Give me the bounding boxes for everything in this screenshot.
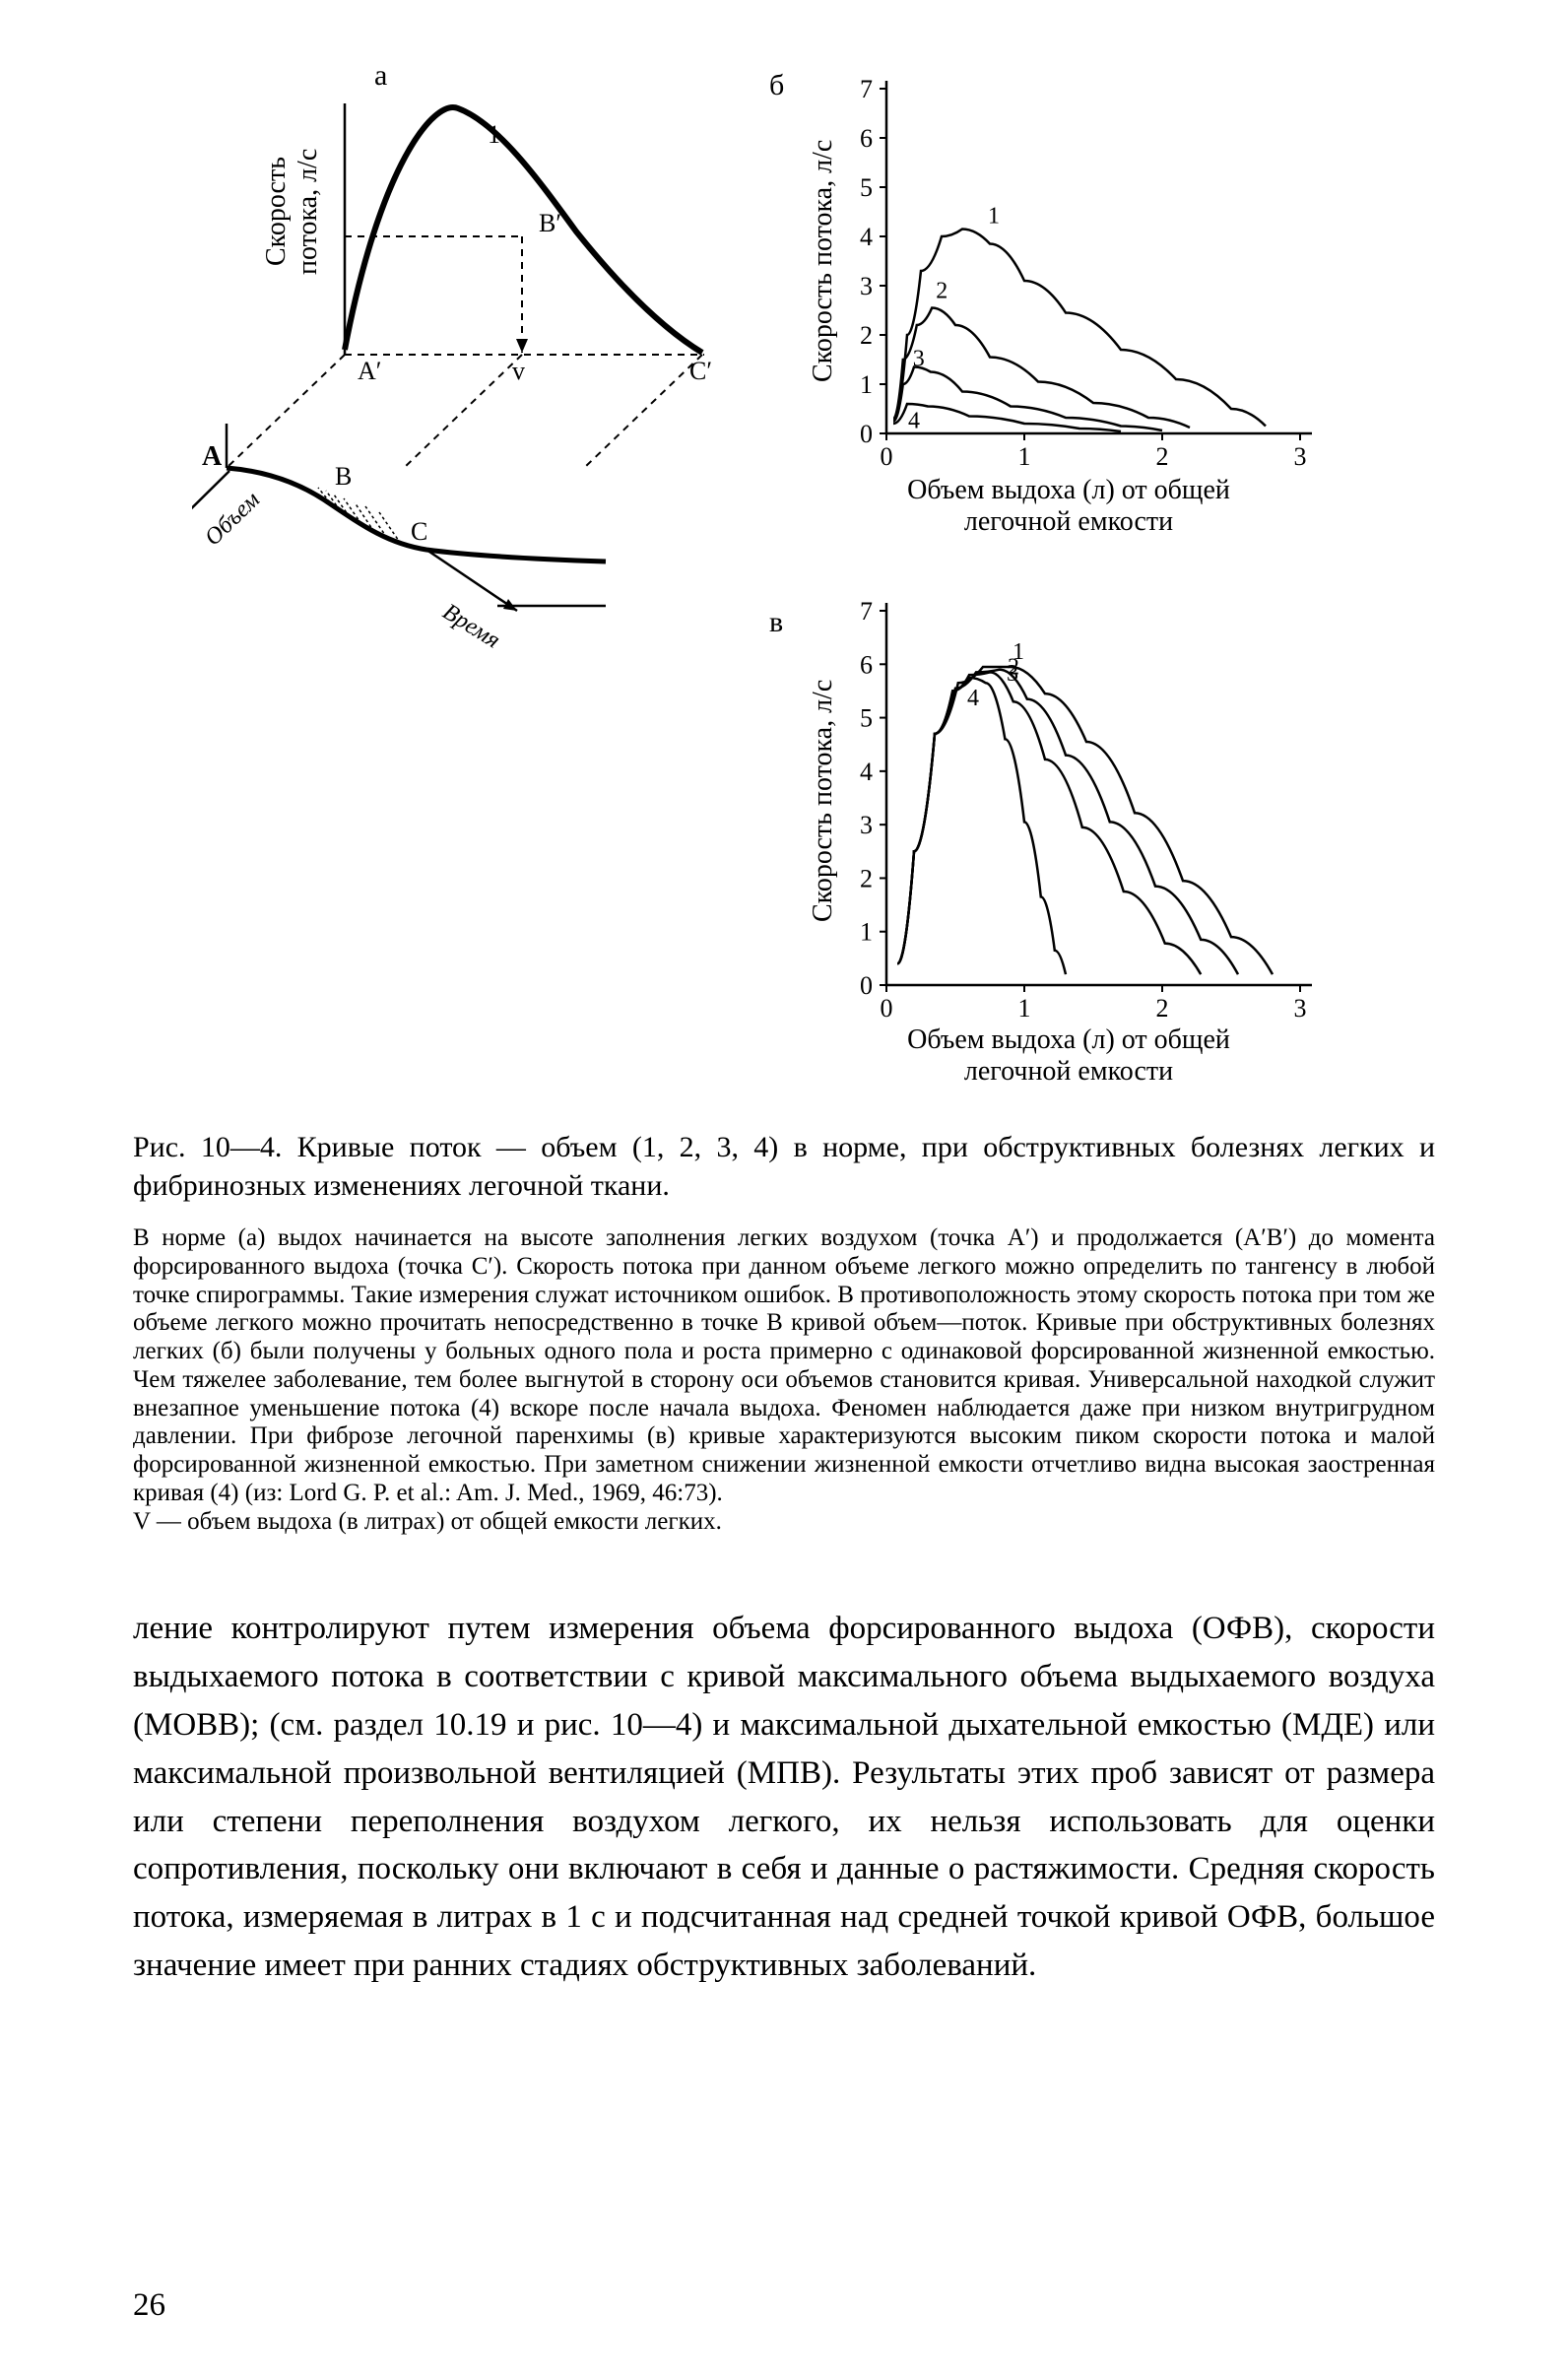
svg-text:B: B	[335, 462, 352, 491]
svg-text:6: 6	[860, 124, 873, 153]
svg-text:C: C	[411, 517, 427, 546]
svg-text:1: 1	[860, 918, 873, 947]
svg-text:2: 2	[860, 321, 873, 350]
panel-a-label: а	[374, 59, 387, 93]
svg-text:A′: A′	[358, 357, 381, 385]
svg-text:B′: B′	[539, 209, 561, 237]
svg-text:5: 5	[860, 173, 873, 202]
svg-text:4: 4	[967, 686, 979, 711]
panel-b-x-label: Объем выдоха (л) от общей легочной емкос…	[793, 475, 1344, 538]
svg-text:3: 3	[860, 811, 873, 839]
panel-a-y-label: Скорость потока, л/с	[261, 108, 324, 315]
svg-text:5: 5	[860, 704, 873, 733]
svg-text:Объем: Объем	[200, 487, 265, 551]
svg-text:2: 2	[936, 279, 947, 304]
svg-text:0: 0	[881, 442, 893, 471]
figure-caption-body: В норме (а) выдох начинается на высоте з…	[133, 1224, 1435, 1536]
panel-c-x-label: Объем выдоха (л) от общей легочной емкос…	[793, 1024, 1344, 1088]
svg-text:3: 3	[1007, 661, 1018, 687]
svg-text:0: 0	[881, 994, 893, 1023]
panel-c-y-label: Скорость потока, л/с	[808, 638, 839, 963]
panel-b-label: б	[769, 69, 784, 102]
svg-text:3: 3	[860, 272, 873, 300]
panel-b: б Скорость потока, л/с 0123456701231234 …	[793, 69, 1344, 542]
svg-text:1: 1	[488, 120, 500, 149]
svg-text:C′: C′	[689, 357, 712, 385]
figure-10-4: а Скорость потока, л/с 1 B′ A′ v C′	[133, 59, 1435, 1093]
svg-text:7: 7	[860, 75, 873, 103]
svg-text:3: 3	[913, 347, 925, 372]
svg-text:0: 0	[860, 971, 873, 1000]
panel-a: а Скорость потока, л/с 1 B′ A′ v C′	[192, 59, 744, 670]
svg-text:Время: Время	[438, 599, 504, 654]
svg-text:2: 2	[860, 864, 873, 892]
svg-text:1: 1	[860, 370, 873, 399]
svg-text:3: 3	[1294, 442, 1307, 471]
svg-text:1: 1	[1018, 994, 1031, 1023]
svg-text:2: 2	[1156, 442, 1169, 471]
svg-text:v: v	[512, 357, 525, 385]
panel-c: в Скорость потока, л/с 0123456701231234 …	[793, 591, 1344, 1093]
svg-text:4: 4	[860, 223, 873, 251]
svg-text:4: 4	[908, 409, 920, 434]
svg-text:6: 6	[860, 650, 873, 679]
panel-b-chart: 0 1 2 3 4 5 6 7 0 1 2 3 1 2 3 4	[793, 69, 1344, 542]
figure-caption-title: Рис. 10—4. Кривые поток — объем (1, 2, 3…	[133, 1128, 1435, 1205]
panel-b-y-label: Скорость потока, л/с	[808, 99, 839, 424]
body-paragraph: ление контролируют путем измерения объем…	[133, 1605, 1435, 1990]
svg-text:2: 2	[1156, 994, 1169, 1023]
svg-text:4: 4	[860, 758, 873, 786]
page-number: 26	[133, 2287, 165, 2324]
svg-text:0: 0	[860, 420, 873, 448]
panel-c-label: в	[769, 606, 783, 639]
svg-text:1: 1	[988, 204, 1000, 230]
panel-c-chart: 0123456701231234	[793, 591, 1344, 1093]
svg-text:3: 3	[1294, 994, 1307, 1023]
svg-text:1: 1	[1018, 442, 1031, 471]
svg-text:A: A	[202, 441, 223, 472]
svg-text:7: 7	[860, 597, 873, 626]
